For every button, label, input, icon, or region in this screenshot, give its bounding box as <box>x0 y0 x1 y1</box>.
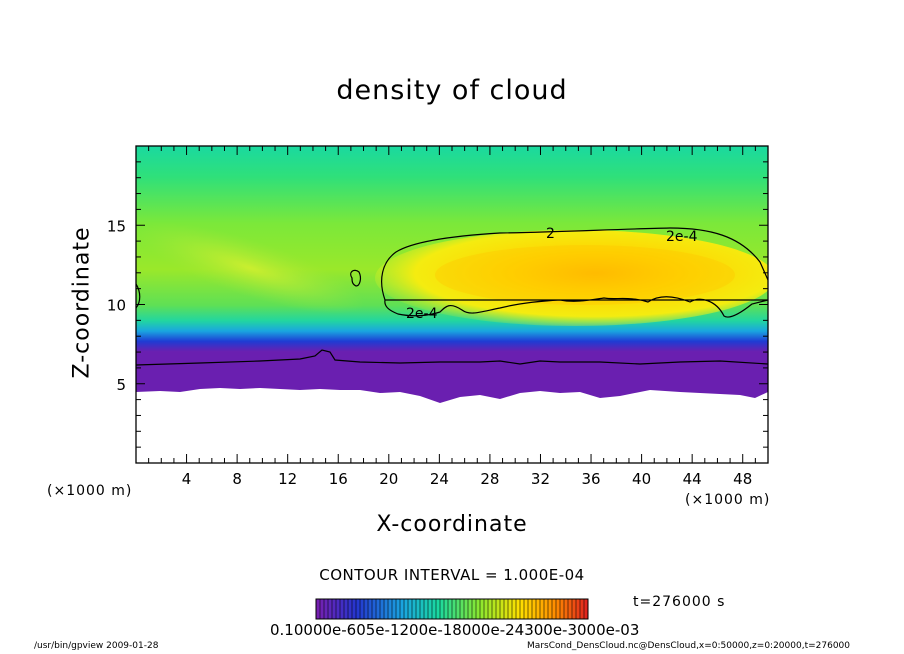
x-tick-label: 16 <box>329 470 348 488</box>
y-ticks: 5 10 15 <box>107 145 768 464</box>
x-tick-label: 36 <box>581 470 600 488</box>
time-label: t=276000 s <box>633 594 726 610</box>
colorbar-frame <box>315 598 589 620</box>
y-tick-label: 15 <box>107 217 126 235</box>
heatmap-field <box>136 146 768 463</box>
x-ticks: 4 8 12 16 20 24 28 32 36 40 44 48 <box>135 146 769 488</box>
contour-label-right: 2e-4 <box>666 229 698 245</box>
colorbar-labels: 0.10000e-605e-1200e-18000e-24300e-3000e-… <box>270 621 640 639</box>
x-tick-label: 48 <box>733 470 752 488</box>
y-unit-label: (×1000 m) <box>47 483 133 499</box>
x-tick-label: 40 <box>632 470 651 488</box>
contour-interval-label: CONTOUR INTERVAL = 1.000E-04 <box>319 566 585 584</box>
lower-contour <box>135 349 769 366</box>
x-unit-label: (×1000 m) <box>685 492 771 508</box>
x-tick-label: 12 <box>278 470 297 488</box>
colorbar-stripes <box>315 599 585 619</box>
small-contour <box>350 269 362 287</box>
x-tick-label: 4 <box>182 470 192 488</box>
contour-label-top: 2 <box>546 226 555 242</box>
contour-label-left: 2e-4 <box>406 306 438 322</box>
contour-labels: 2e-4 2e-4 2 <box>406 226 698 322</box>
x-tick-label: 32 <box>531 470 550 488</box>
x-tick-label: 28 <box>480 470 499 488</box>
y-tick-label: 10 <box>107 297 126 315</box>
y-tick-label: 5 <box>116 376 126 394</box>
cloud-contour <box>381 227 769 318</box>
x-tick-label: 24 <box>430 470 449 488</box>
x-tick-label: 20 <box>379 470 398 488</box>
footer-right: MarsCond_DensCloud.nc@DensCloud,x=0:5000… <box>527 641 850 651</box>
chart-title: density of cloud <box>336 75 568 106</box>
contours <box>135 227 769 366</box>
x-axis-label: X-coordinate <box>376 512 528 537</box>
colorbar <box>315 598 589 620</box>
x-tick-label: 8 <box>232 470 242 488</box>
left-edge-contour <box>135 283 141 309</box>
footer-left: /usr/bin/gpview 2009-01-28 <box>34 641 159 651</box>
x-tick-label: 44 <box>683 470 702 488</box>
